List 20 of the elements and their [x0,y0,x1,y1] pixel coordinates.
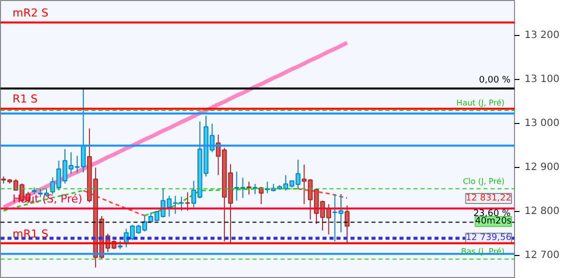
ref-line-label: mR2 S [12,6,48,20]
ref-line-label: mR1 S [12,227,48,240]
text: 40m20s [475,216,512,226]
y-tick-label: 13 000 [524,118,560,130]
ref-line-label: Haut (J, Pré) [456,98,505,108]
line-series [2,40,350,210]
text: 12 831,22 [466,194,512,204]
candlestick [252,183,258,195]
ref-line-label: Clo (J, Pré) [462,176,505,186]
ref-line-label: R1 S [12,92,38,106]
candlestick [344,204,350,244]
y-tick-label: 13 200 [524,30,560,42]
candlestick [185,192,190,212]
annotation: 0,00 % [479,75,511,86]
y-tick-label: 12 900 [524,162,560,174]
candlestick [246,181,252,195]
y-tick-label: 12 800 [524,206,560,218]
y-tick-label: 12 700 [524,250,560,262]
ref-line-label: 12 739,56 [466,233,512,244]
y-tick-label: 13 100 [524,74,560,86]
